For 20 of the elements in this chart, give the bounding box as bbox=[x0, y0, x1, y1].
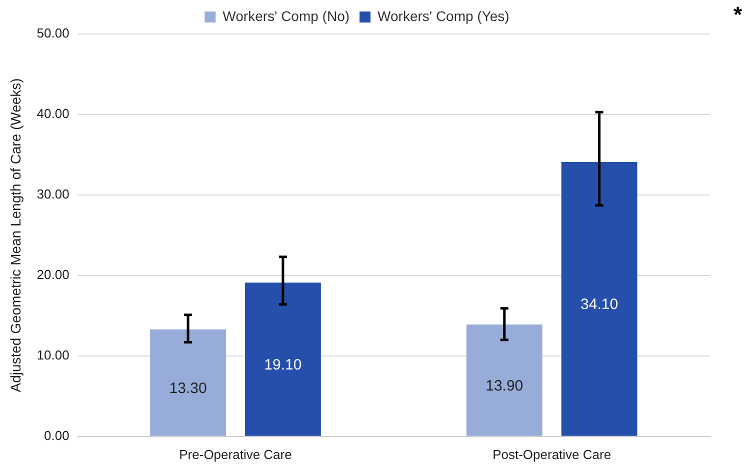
y-axis-title: Adjusted Geometric Mean Length of Care (Weeks) bbox=[7, 78, 24, 392]
text: * bbox=[733, 2, 742, 28]
data-label: 13.30 bbox=[169, 380, 207, 397]
y-tick-label: 50.00 bbox=[36, 26, 70, 41]
y-tick-label: 20.00 bbox=[36, 267, 70, 282]
y-tick-label: 40.00 bbox=[36, 106, 70, 122]
y-tick-label: 0.00 bbox=[44, 428, 70, 443]
legend-label: Workers' Comp (No) bbox=[222, 8, 350, 24]
bar bbox=[561, 162, 638, 436]
x-tick-label: Pre-Operative Care bbox=[179, 446, 292, 462]
bar bbox=[244, 282, 321, 436]
x-tick-label: Post-Operative Care bbox=[492, 446, 612, 462]
bar bbox=[150, 329, 226, 436]
data-label: 19.10 bbox=[264, 356, 302, 374]
data-label: 34.10 bbox=[580, 296, 618, 314]
y-tick-label: 10.00 bbox=[36, 348, 70, 362]
legend-label: Workers' Comp (Yes) bbox=[378, 8, 510, 24]
y-tick-label: 30.00 bbox=[36, 186, 70, 202]
data-label: 13.90 bbox=[486, 377, 524, 394]
bar bbox=[466, 324, 542, 436]
